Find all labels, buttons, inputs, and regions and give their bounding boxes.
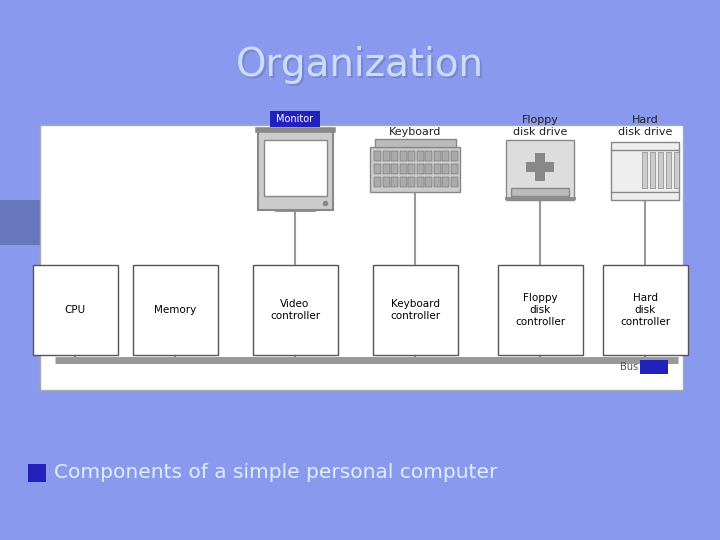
- Bar: [382, 164, 390, 174]
- Bar: [374, 164, 381, 174]
- Bar: [442, 177, 449, 187]
- Bar: [258, 130, 333, 210]
- Bar: [253, 265, 338, 355]
- Bar: [451, 177, 457, 187]
- Bar: [408, 151, 415, 161]
- Bar: [391, 151, 398, 161]
- Bar: [382, 177, 390, 187]
- Bar: [442, 151, 449, 161]
- Bar: [425, 177, 432, 187]
- Bar: [0, 200, 40, 245]
- Bar: [28, 464, 46, 482]
- Bar: [382, 151, 390, 161]
- Bar: [370, 147, 460, 192]
- Bar: [511, 188, 569, 196]
- Text: Keyboard: Keyboard: [389, 127, 441, 137]
- Bar: [391, 164, 398, 174]
- Bar: [400, 177, 407, 187]
- Bar: [391, 177, 398, 187]
- Text: Floppy
disk drive: Floppy disk drive: [513, 116, 567, 137]
- Bar: [603, 265, 688, 355]
- Text: Hard
disk
controller: Hard disk controller: [620, 293, 670, 327]
- Bar: [640, 360, 668, 374]
- Bar: [451, 151, 457, 161]
- Bar: [408, 177, 415, 187]
- Bar: [425, 164, 432, 174]
- Text: Components of a simple personal computer: Components of a simple personal computer: [54, 463, 498, 483]
- Bar: [32, 265, 117, 355]
- Bar: [400, 151, 407, 161]
- Bar: [442, 164, 449, 174]
- Bar: [425, 151, 432, 161]
- Bar: [372, 265, 457, 355]
- Bar: [506, 140, 574, 200]
- Bar: [40, 125, 683, 390]
- Text: Hard
disk drive: Hard disk drive: [618, 116, 672, 137]
- Bar: [665, 152, 670, 188]
- Text: Bus: Bus: [620, 362, 638, 372]
- Bar: [408, 164, 415, 174]
- Text: Floppy
disk
controller: Floppy disk controller: [515, 293, 565, 327]
- Bar: [400, 164, 407, 174]
- Bar: [374, 177, 381, 187]
- Text: Organization: Organization: [238, 48, 486, 86]
- Bar: [374, 139, 456, 147]
- Bar: [498, 265, 582, 355]
- Bar: [535, 153, 545, 181]
- Bar: [451, 164, 457, 174]
- Bar: [433, 151, 441, 161]
- Text: Memory: Memory: [154, 305, 196, 315]
- Text: Keyboard
controller: Keyboard controller: [390, 299, 440, 321]
- Bar: [674, 152, 679, 188]
- Bar: [657, 152, 662, 188]
- Bar: [270, 111, 320, 127]
- Bar: [132, 265, 217, 355]
- Bar: [649, 152, 654, 188]
- Bar: [416, 177, 423, 187]
- Text: Monitor: Monitor: [276, 114, 314, 124]
- Bar: [433, 177, 441, 187]
- Text: Organization: Organization: [236, 46, 484, 84]
- Bar: [433, 164, 441, 174]
- Bar: [264, 140, 326, 195]
- Text: Video
controller: Video controller: [270, 299, 320, 321]
- Bar: [642, 152, 647, 188]
- Bar: [374, 151, 381, 161]
- Bar: [416, 164, 423, 174]
- Text: CPU: CPU: [64, 305, 86, 315]
- Bar: [611, 142, 679, 200]
- Bar: [526, 162, 554, 172]
- Bar: [416, 151, 423, 161]
